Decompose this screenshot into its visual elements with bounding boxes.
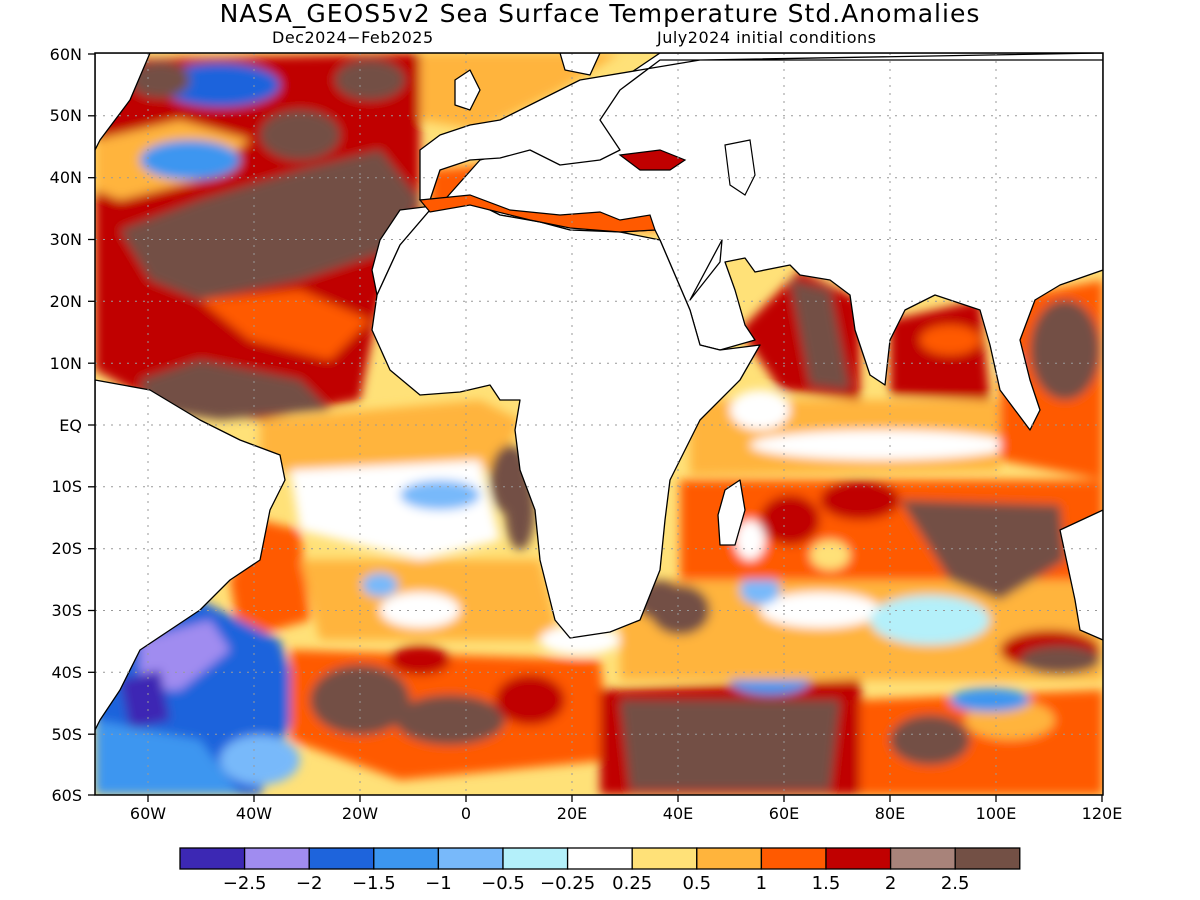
colorbar-swatch [243,847,310,870]
lon-label: 20W [341,804,379,823]
colorbar-swatch [696,847,763,870]
axis-ticks [88,53,1103,802]
colorbar-label: 2 [884,873,897,894]
colorbar-swatch [502,847,569,870]
colorbar-label: 1.5 [811,873,841,894]
colorbar-label: 1 [755,873,768,894]
chart-title: NASA_GEOS5v2 Sea Surface Temperature Std… [219,0,981,28]
colorbar-swatch [631,847,698,870]
colorbar-swatch [566,847,633,870]
map-gridlines [95,53,1103,795]
colorbar-label: 0.5 [682,873,712,894]
initial-conditions: July2024 initial conditions [657,28,877,47]
lat-label: 10N [49,354,82,373]
lat-label: EQ [59,416,82,435]
lat-label: 10S [51,477,82,496]
colorbar-label: −2 [295,873,323,894]
lat-label: 50S [51,725,82,744]
lon-label: 60E [768,804,800,823]
lat-label: 30S [51,601,82,620]
lat-label: 60N [49,45,82,64]
colorbar-swatch [179,847,246,870]
forecast-period: Dec2024−Feb2025 [272,28,434,47]
colorbar [179,847,1021,870]
lon-label: 120E [1081,804,1123,823]
lon-label: 100E [975,804,1017,823]
colorbar-swatch [889,847,956,870]
colorbar-swatch [437,847,504,870]
colorbar-label: −1 [425,873,452,894]
lat-label: 40N [49,168,82,187]
map-frame [94,52,1104,796]
lat-label: 30N [49,230,82,249]
colorbar-label: −0.25 [540,873,596,894]
colorbar-swatch [954,847,1021,870]
colorbar-label: 2.5 [940,873,970,894]
lon-label: 80E [874,804,906,823]
land-masses [95,53,1103,731]
lat-label: 20N [49,292,82,311]
lon-label: 40W [235,804,273,823]
colorbar-label: 0.25 [612,873,653,894]
lat-label: 40S [51,663,82,682]
lon-label: 0 [460,804,472,823]
lon-label: 20E [556,804,588,823]
colorbar-swatch [760,847,827,870]
colorbar-swatch [825,847,892,870]
inland-seas [418,139,756,233]
lat-label: 60S [51,786,82,805]
lat-label: 50N [49,106,82,125]
colorbar-label: −2.5 [222,873,267,894]
sst-anomaly-field [95,53,1103,795]
colorbar-swatch [373,847,440,870]
colorbar-label: −0.5 [481,873,525,894]
colorbar-label: −1.5 [351,873,396,894]
colorbar-swatch [308,847,375,870]
lon-label: 40E [662,804,694,823]
lon-label: 60W [129,804,167,823]
lat-label: 20S [51,539,82,558]
